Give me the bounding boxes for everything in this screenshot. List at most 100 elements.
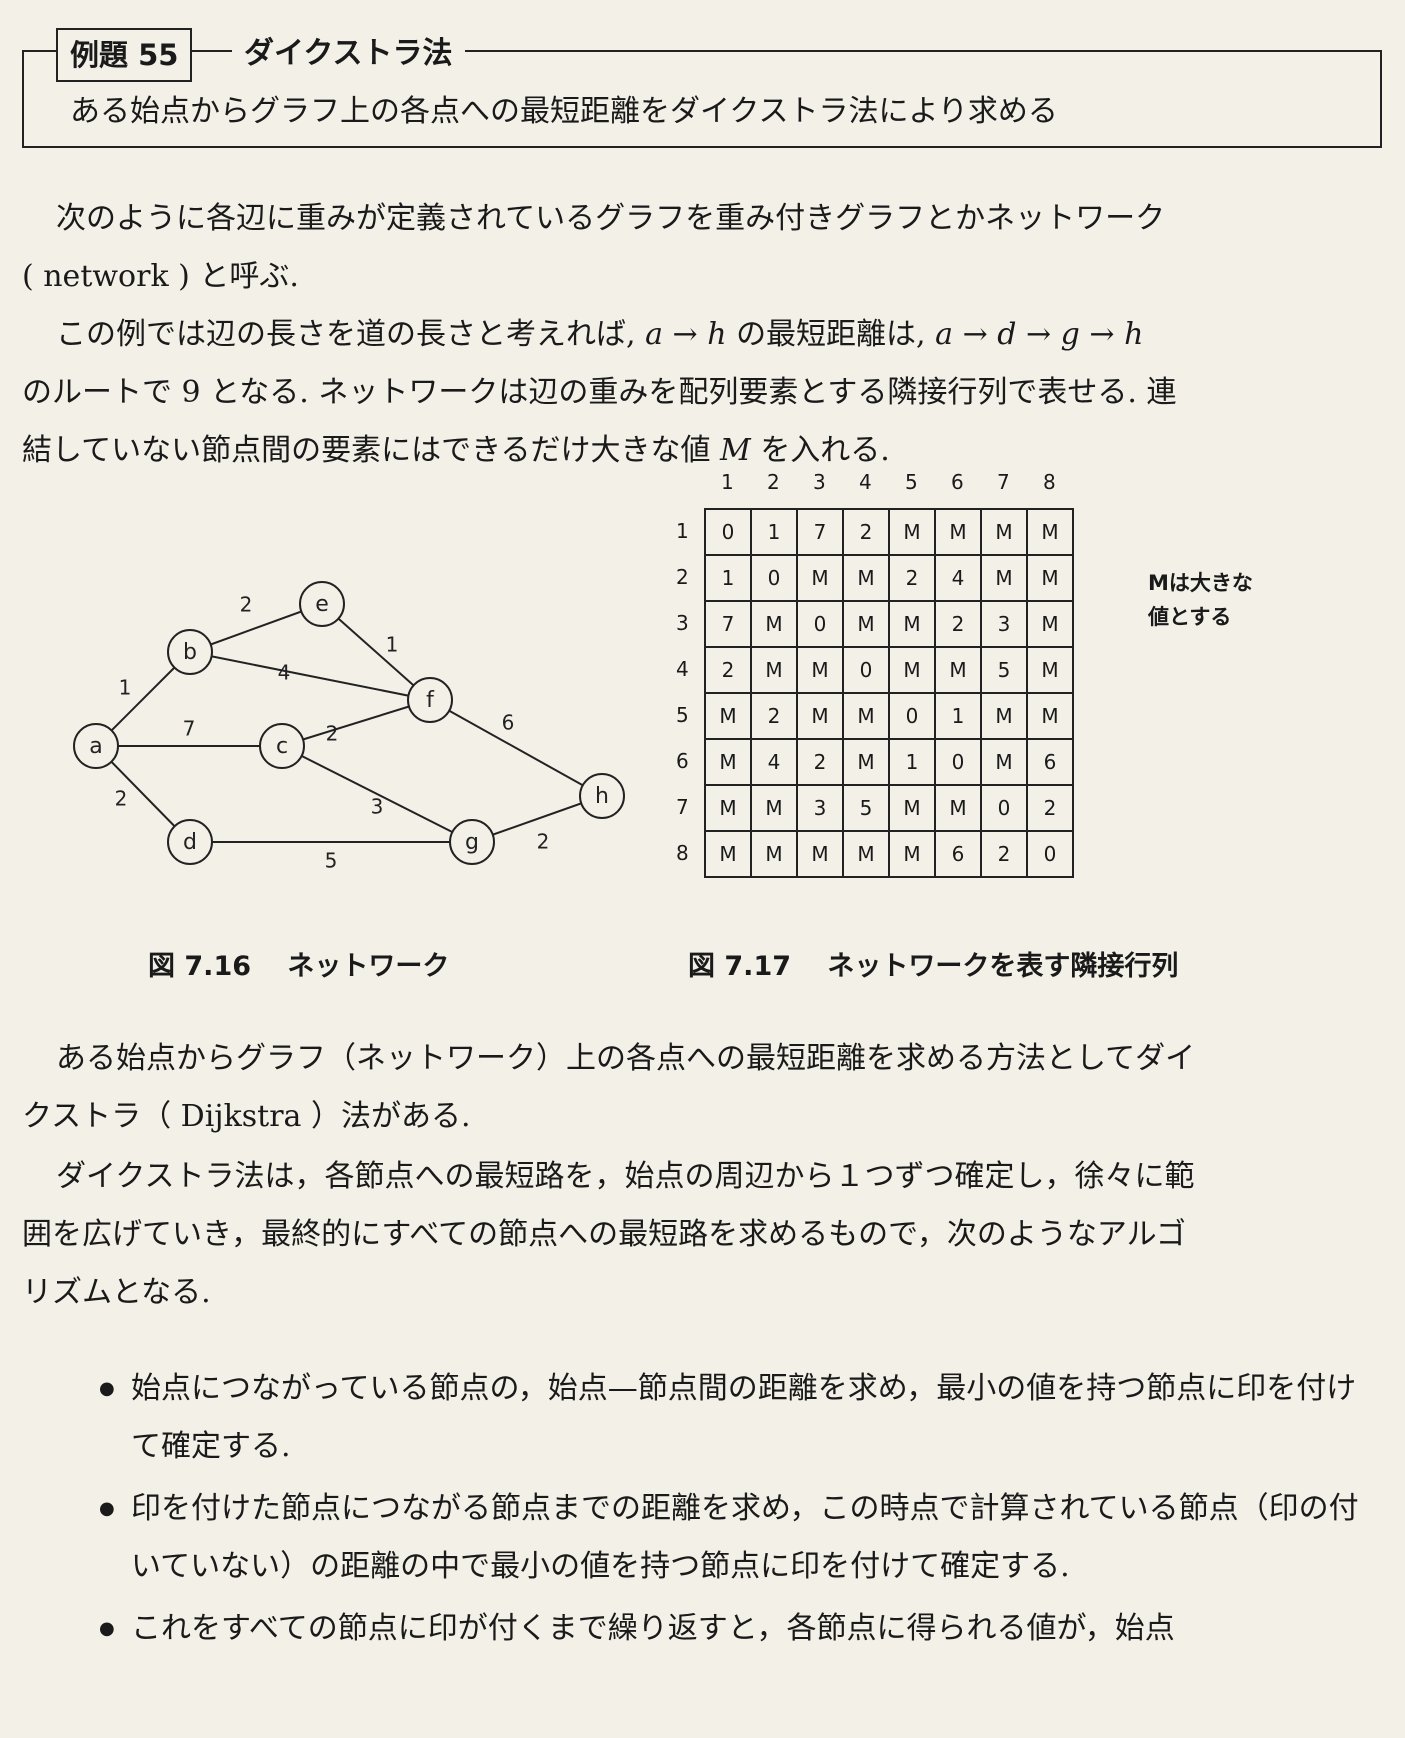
matrix-column-header: 2 [767,470,780,494]
matrix-column-header: 3 [813,470,826,494]
list-item: 始点につながっている節点の，始点—節点間の距離を求め，最小の値を持つ節点に印を付… [95,1360,1385,1476]
matrix-cell: 2 [934,600,982,648]
edge-weight-label: 4 [278,661,291,685]
matrix-cell: 6 [934,830,982,878]
matrix-row-header: 2 [676,565,689,589]
matrix-cell: 2 [1026,784,1074,832]
matrix-cell: 4 [934,554,982,602]
matrix-cell: 5 [842,784,890,832]
matrix-cell: 3 [980,600,1028,648]
matrix-note: Mは大きな 値とする [1148,566,1253,634]
graph-node [449,819,495,865]
para2-line-a: この例では辺の長さを道の長さと考えれば, a → h の最短距離は, a → d… [22,306,1386,364]
path-a-h: a → h [645,317,727,352]
matrix-cell: M [796,830,844,878]
matrix-cell: M [934,784,982,832]
example-label: 例題 55 [56,28,193,82]
edge-weight-label: 6 [502,711,515,735]
matrix-column-header: 7 [997,470,1010,494]
matrix-row-header: 1 [676,519,689,543]
matrix-cell: M [888,830,936,878]
matrix-row-header: 3 [676,611,689,635]
matrix-cell: 6 [1026,738,1074,786]
matrix-cell: 0 [934,738,982,786]
matrix-cell: 2 [980,830,1028,878]
body-paragraph-3: ある始点からグラフ（ネットワーク）上の各点への最短距離を求める方法としてダイ ク… [22,1030,1386,1146]
intro-paragraph-2: この例では辺の長さを道の長さと考えれば, a → h の最短距離は, a → d… [22,306,1386,480]
edge-weight-label: 2 [326,722,339,746]
para4-line-a: ダイクストラ法は，各節点への最短路を，始点の周辺から１つずつ確定し，徐々に範 [56,1159,1195,1194]
graph-node [259,723,305,769]
matrix-column-header: 8 [1043,470,1056,494]
para2-text-4: を入れる. [760,433,890,468]
matrix-cell: M [888,646,936,694]
matrix-cell: M [750,784,798,832]
para3-line-b: クストラ（ Dijkstra ）法がある. [22,1099,471,1134]
edge-weight-label: 2 [115,787,128,811]
matrix-cell: 1 [934,692,982,740]
para1-line-b: ( network ) と呼ぶ. [22,259,299,294]
matrix-cell: 2 [704,646,752,694]
matrix-cell: M [796,692,844,740]
example-subtitle: ある始点からグラフ上の各点への最短距離をダイクストラ法により求める [70,94,1058,129]
note-line-1: Mは大きな [1148,571,1253,595]
matrix-cell: M [980,692,1028,740]
matrix-cell: M [1026,646,1074,694]
graph-node-label: c [276,734,288,759]
matrix-cell: 0 [1026,830,1074,878]
math-M: M [720,433,751,468]
matrix-column-header: 5 [905,470,918,494]
edge-weight-label: 5 [325,849,338,873]
matrix-cell: M [980,508,1028,556]
matrix-cell: M [934,508,982,556]
matrix-cell: M [1026,600,1074,648]
edge-weight-label: 2 [240,593,253,617]
matrix-row-header: 5 [676,703,689,727]
matrix-row-header: 6 [676,749,689,773]
para2-text-2: の最短距離は, [736,317,926,352]
matrix-cell: 1 [888,738,936,786]
matrix-cell: 2 [796,738,844,786]
matrix-cell: M [842,600,890,648]
edge-weight-label: 7 [183,717,196,741]
matrix-cell: 5 [980,646,1028,694]
graph-edge [189,651,431,701]
list-item: 印を付けた節点につながる節点までの距離を求め，この時点で計算されている節点（印の… [95,1480,1385,1596]
graph-node [299,581,345,627]
matrix-cell: M [704,784,752,832]
matrix-cell: M [796,646,844,694]
matrix-row-header: 4 [676,657,689,681]
matrix-cell: M [842,738,890,786]
matrix-cell: M [750,830,798,878]
matrix-cell: 0 [888,692,936,740]
graph-node [73,723,119,769]
edge-weight-label: 1 [119,676,132,700]
matrix-cell: 2 [888,554,936,602]
matrix-cell: 1 [750,508,798,556]
matrix-cell: 0 [842,646,890,694]
matrix-cell: M [980,554,1028,602]
network-graph: 1 7 2 2 4 1 2 3 5 6 2 a b c d e f g h [73,581,625,873]
matrix-cell: M [750,646,798,694]
matrix-cell: 0 [704,508,752,556]
matrix-cell: M [704,738,752,786]
matrix-cell: M [750,600,798,648]
matrix-column-header: 6 [951,470,964,494]
matrix-cell: 4 [750,738,798,786]
matrix-cell: 0 [796,600,844,648]
matrix-cell: M [888,784,936,832]
list-item: これをすべての節点に印が付くまで繰り返すと，各節点に得られる値が，始点 [95,1600,1385,1658]
para2-line-b: のルートで 9 となる. ネットワークは辺の重みを配列要素とする隣接行列で表せる… [22,375,1177,410]
graph-node-label: b [183,640,197,665]
matrix-cell: M [842,692,890,740]
body-paragraph-4: ダイクストラ法は，各節点への最短路を，始点の周辺から１つずつ確定し，徐々に範 囲… [22,1148,1386,1322]
graph-edge [189,603,323,653]
matrix-cell: M [842,830,890,878]
